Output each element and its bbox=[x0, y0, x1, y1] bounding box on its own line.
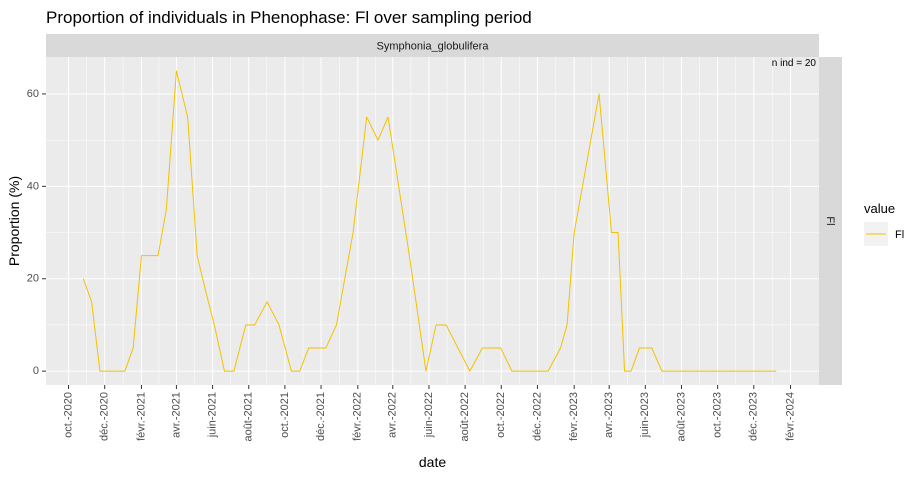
legend: value Fl bbox=[864, 201, 904, 246]
x-tick-label: août-2023 bbox=[675, 392, 687, 442]
chart-title: Proportion of individuals in Phenophase:… bbox=[46, 8, 532, 27]
x-tick-label: févr.-2024 bbox=[784, 392, 796, 441]
y-axis: 0 20 40 60 bbox=[27, 88, 46, 377]
x-tick-label: févr.-2023 bbox=[568, 392, 580, 441]
y-tick-label: 20 bbox=[27, 273, 39, 285]
x-tick-label: févr.-2022 bbox=[352, 392, 364, 441]
facet-strip-label: Symphonia_globulifera bbox=[377, 41, 490, 53]
x-tick-label: févr.-2021 bbox=[135, 392, 147, 441]
row-strip-label: Fl bbox=[824, 216, 836, 225]
x-tick-label: août-2021 bbox=[243, 392, 255, 442]
x-tick-label: juin-2023 bbox=[639, 392, 651, 438]
x-axis-title: date bbox=[419, 454, 446, 470]
y-tick-label: 0 bbox=[33, 365, 39, 377]
x-tick-label: juin-2021 bbox=[206, 392, 218, 438]
plot-panel bbox=[46, 57, 819, 385]
n-individuals-annotation: n ind = 20 bbox=[772, 58, 817, 69]
legend-label-fl: Fl bbox=[895, 229, 904, 241]
legend-title: value bbox=[864, 201, 895, 216]
facet-strip bbox=[46, 34, 819, 57]
x-tick-label: août-2022 bbox=[459, 392, 471, 442]
row-strip bbox=[819, 57, 842, 385]
x-tick-label: avr.-2023 bbox=[603, 392, 615, 438]
x-tick-label: déc.-2020 bbox=[99, 392, 111, 441]
x-tick-label: oct.-2021 bbox=[279, 392, 291, 438]
x-tick-label: avr.-2021 bbox=[170, 392, 182, 438]
y-tick-label: 60 bbox=[27, 88, 39, 100]
x-tick-label: oct.-2020 bbox=[62, 392, 74, 438]
y-tick-label: 40 bbox=[27, 180, 39, 192]
x-tick-label: déc.-2021 bbox=[315, 392, 327, 441]
x-tick-label: déc.-2023 bbox=[748, 392, 760, 441]
x-axis: oct.-2020 déc.-2020 févr.-2021 avr.-2021 jui… bbox=[62, 385, 796, 442]
x-tick-label: oct.-2023 bbox=[712, 392, 724, 438]
x-tick-label: déc.-2022 bbox=[531, 392, 543, 441]
series-line-fl bbox=[82, 70, 777, 372]
series-layer bbox=[82, 70, 777, 372]
x-tick-label: avr.-2022 bbox=[387, 392, 399, 438]
y-axis-title: Proportion (%) bbox=[6, 176, 22, 266]
x-tick-label: oct.-2022 bbox=[495, 392, 507, 438]
x-tick-label: juin-2022 bbox=[423, 392, 435, 438]
